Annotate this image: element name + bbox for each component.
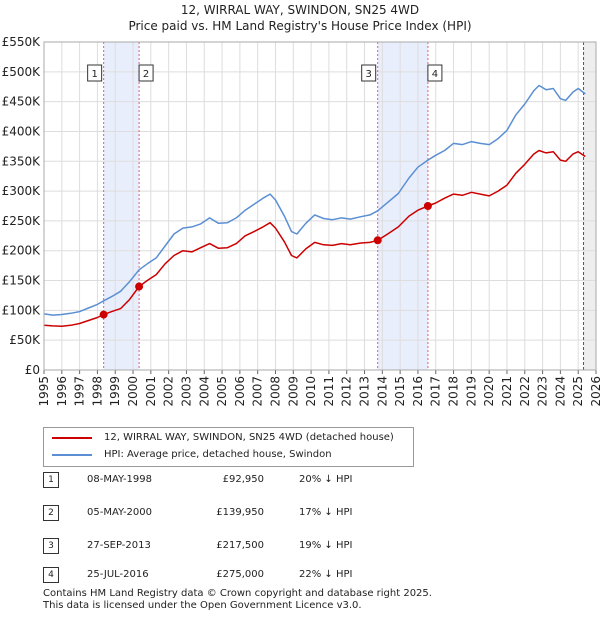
price-paid-line — [43, 149, 586, 327]
transaction-number-badge: 4 — [43, 567, 59, 583]
x-tick-label: 2001 — [144, 376, 158, 407]
x-tick-label: 2026 — [589, 376, 600, 407]
forecast-band — [583, 42, 596, 370]
sale-badge-label: 4 — [432, 69, 438, 80]
footer-copyright: Contains HM Land Registry data © Crown c… — [43, 588, 432, 599]
transaction-hpi-diff: 20% ↓ HPI — [299, 474, 353, 485]
y-tick-label: £450K — [2, 95, 42, 109]
x-tick-label: 2021 — [500, 376, 514, 407]
x-tick-label: 2009 — [286, 376, 300, 407]
table-row: 4 25-JUL-2016 £275,000 22% ↓ HPI — [43, 567, 383, 583]
legend-item-hpi: HPI: Average price, detached house, Swin… — [52, 447, 332, 463]
sale-badge-box — [361, 64, 377, 82]
x-tick-label: 1996 — [55, 376, 69, 407]
x-tick-label: 2011 — [322, 376, 336, 407]
transaction-hpi-diff: 17% ↓ HPI — [299, 507, 353, 518]
x-tick-label: 2020 — [482, 376, 496, 407]
x-tick-label: 2006 — [233, 376, 247, 407]
x-tick-label: 2003 — [179, 376, 193, 407]
sale-point — [99, 310, 108, 319]
transaction-number-badge: 2 — [43, 505, 59, 521]
x-tick-label: 2016 — [411, 376, 425, 407]
x-tick-label: 1995 — [37, 376, 51, 407]
transaction-price: £275,000 — [216, 569, 264, 580]
sale-badge-label: 1 — [91, 69, 97, 80]
x-tick-label: 2014 — [375, 376, 389, 407]
table-row: 1 08-MAY-1998 £92,950 20% ↓ HPI — [43, 472, 383, 488]
x-tick-label: 2012 — [340, 376, 354, 407]
transaction-date: 08-MAY-1998 — [87, 474, 153, 485]
sale-badge-label: 2 — [143, 69, 149, 80]
legend-price-swatch — [52, 437, 92, 439]
y-tick-label: £100K — [2, 303, 42, 317]
y-tick-label: £400K — [2, 124, 42, 138]
sale-badge-box — [427, 64, 443, 82]
sale-point — [423, 202, 432, 210]
x-tick-label: 2025 — [571, 376, 585, 407]
x-tick-label: 2022 — [518, 376, 532, 407]
legend-price-label: 12, WIRRAL WAY, SWINDON, SN25 4WD (detac… — [104, 432, 394, 443]
hpi-line — [43, 84, 586, 316]
sale-point — [373, 236, 382, 245]
y-tick-label: £500K — [2, 65, 42, 79]
legend-item-price: 12, WIRRAL WAY, SWINDON, SN25 4WD (detac… — [52, 430, 394, 446]
sale-point — [135, 282, 144, 291]
transaction-price: £92,950 — [222, 474, 264, 485]
legend-hpi-swatch — [52, 454, 92, 456]
legend-hpi-label: HPI: Average price, detached house, Swin… — [104, 449, 332, 460]
transaction-hpi-diff: 22% ↓ HPI — [299, 569, 353, 580]
transaction-price: £217,500 — [216, 540, 264, 551]
x-tick-label: 1998 — [90, 376, 104, 407]
x-tick-label: 2002 — [162, 376, 176, 407]
transaction-number-badge: 3 — [43, 538, 59, 554]
price-chart: 1 2 3 4 £0 £50K £100K £150K £200K £250K £300K £350… — [2, 35, 600, 407]
x-tick-label: 2019 — [464, 376, 478, 407]
x-tick-label: 2010 — [304, 376, 318, 407]
shaded-band — [103, 42, 140, 370]
x-tick-label: 2008 — [268, 376, 282, 407]
table-row: 3 27-SEP-2013 £217,500 19% ↓ HPI — [43, 538, 383, 554]
x-tick-label: 2024 — [553, 376, 567, 407]
x-tick-label: 2023 — [536, 376, 550, 407]
x-tick-label: 2017 — [429, 376, 443, 407]
sale-badge-box — [87, 64, 103, 82]
x-tick-label: 2007 — [251, 376, 265, 407]
chart-title: 12, WIRRAL WAY, SWINDON, SN25 4WD — [180, 3, 420, 17]
transaction-date: 25-JUL-2016 — [87, 569, 149, 580]
x-tick-label: 2015 — [393, 376, 407, 407]
sale-badge-label: 3 — [366, 69, 372, 80]
y-tick-label: £200K — [2, 244, 42, 258]
legend: 12, WIRRAL WAY, SWINDON, SN25 4WD (detac… — [43, 427, 414, 467]
y-tick-label: £150K — [2, 274, 42, 288]
x-tick-label: 2005 — [215, 376, 229, 407]
table-row: 2 05-MAY-2000 £139,950 17% ↓ HPI — [43, 505, 383, 521]
chart-subtitle: Price paid vs. HM Land Registry's House … — [128, 19, 472, 33]
x-tick-label: 2000 — [126, 376, 140, 407]
y-tick-label: £50K — [9, 333, 41, 347]
y-tick-label: £350K — [2, 154, 42, 168]
y-tick-label: £300K — [2, 184, 42, 198]
footer-licence: This data is licensed under the Open Gov… — [43, 600, 362, 611]
x-tick-label: 2004 — [197, 376, 211, 407]
y-tick-label: £250K — [2, 214, 42, 228]
x-tick-label: 2018 — [447, 376, 461, 407]
transaction-hpi-diff: 19% ↓ HPI — [299, 540, 353, 551]
y-tick-label: £0 — [25, 363, 40, 377]
x-tick-label: 1999 — [108, 376, 122, 407]
plot-frame — [43, 41, 597, 371]
shaded-band — [377, 42, 428, 370]
footer: Contains HM Land Registry data © Crown c… — [43, 588, 432, 612]
x-tick-label: 1997 — [73, 376, 87, 407]
x-tick-label: 2013 — [358, 376, 372, 407]
y-tick-label: £550K — [2, 35, 42, 49]
sale-badge-box — [138, 64, 154, 82]
transaction-price: £139,950 — [216, 507, 264, 518]
transaction-date: 05-MAY-2000 — [87, 507, 153, 518]
transaction-date: 27-SEP-2013 — [87, 540, 151, 551]
transaction-number-badge: 1 — [43, 472, 59, 488]
